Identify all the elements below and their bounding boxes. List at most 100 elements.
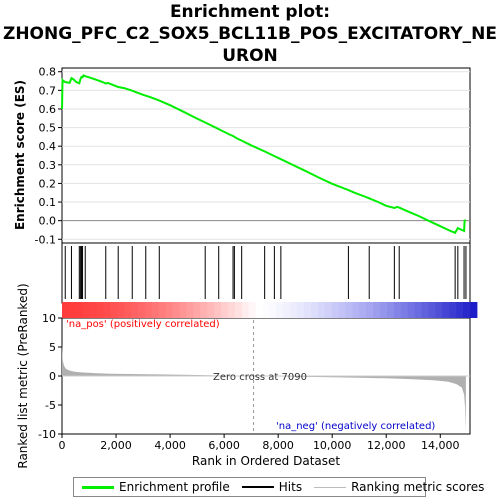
es-y-axis-label: Enrichment score (ES) [13,80,27,230]
rank-bar-segment [393,302,402,318]
rank-bar-segment [158,302,167,318]
es-y-tick-label: 0.7 [39,84,57,97]
es-y-tick-label: 0.4 [39,140,57,153]
rank-bar-segment [407,302,416,318]
legend-item-metric: Ranking metric scores [314,480,484,494]
rank-bar-segment [200,302,208,318]
es-y-tick-label: 0.8 [39,66,57,79]
es-y-tick-label: 0.3 [39,159,57,172]
x-tick-label: 8,000 [262,439,294,452]
rank-bar-segment [172,302,181,318]
legend-enrichment-swatch [82,485,114,489]
rank-bar-segment [221,302,229,318]
rank-bar-segment [352,302,360,318]
legend-item-hits: Hits [241,480,303,494]
rank-bar-segment [207,302,215,318]
metric-y-axis-label: Ranked list metric (PreRanked) [16,283,30,468]
rank-bar-segment [234,302,243,318]
x-tick-label: 14,000 [421,439,460,452]
legend: Enrichment profile Hits Ranking metric s… [73,477,484,497]
metric-y-tick-label: 10 [42,312,56,325]
es-y-tick-label: 0.5 [39,122,57,135]
legend-hits-label: Hits [278,480,303,494]
es-y-tick-label: 0.6 [39,103,57,116]
x-tick-label: 10,000 [313,439,352,452]
metric-y-tick-label: -5 [45,399,56,412]
x-tick-label: 2,000 [100,439,132,452]
rank-bar-segment [248,302,257,318]
rank-color-bar [62,302,478,318]
legend-enrichment-label: Enrichment profile [119,480,230,494]
rank-bar-segment [345,302,353,318]
rank-bar-segment [310,302,319,318]
metric-y-ticks: 10 5 0 -5 -10 [38,312,470,441]
hits-panel-frame [61,242,471,304]
rank-bar-segment [338,302,347,318]
title-line-3: URON [222,46,278,66]
rank-bar-segment [68,302,77,318]
es-y-tick-label: -0.1 [35,233,56,246]
legend-hits-swatch [241,486,274,488]
rank-bar-segment [117,302,125,318]
rank-bar-segment [89,302,98,318]
metric-y-tick-label: 0 [49,370,56,383]
x-ticks: 0 2,000 4,000 6,000 8,000 10,000 12,000 14,000 [59,434,460,452]
rank-bar-segment [304,302,312,318]
title-line-2: ZHONG_PFC_C2_SOX5_BCL11B_POS_EXCITATORY_… [3,24,497,44]
rank-bar-segment [414,302,423,318]
rank-bar-segment [62,302,70,318]
x-tick-label: 6,000 [208,439,240,452]
rank-bar-segment [276,302,284,318]
rank-bar-segment [317,302,326,318]
pos-correlated-label: 'na_pos' (positively correlated) [66,319,220,330]
rank-bar-segment [463,302,471,318]
x-axis-label: Rank in Ordered Dataset [192,454,340,468]
rank-bar-segment [144,302,153,318]
enrichment-plot: -0.1 0.0 0.1 0.2 0.3 0.4 0.5 0.6 0.7 0.8 10 5 0 -5 -1… [13,66,478,469]
rank-bar-segment [421,302,429,318]
rank-bar-segment [75,302,84,318]
enrichment-profile-line [61,74,467,235]
zero-cross-label: Zero cross at 7090 [213,372,307,383]
rank-bar-segment [290,302,298,318]
rank-bar-segment [151,302,160,318]
rank-bar-segment [387,302,395,318]
rank-bar-segment [373,302,381,318]
title-line-1: Enrichment plot: [169,2,331,22]
rank-bar-segment [214,302,222,318]
rank-bar-segment [227,302,236,318]
hit-markers [64,246,467,299]
x-tick-label: 4,000 [154,439,186,452]
rank-bar-segment [400,302,409,318]
rank-bar-segment [331,302,340,318]
rank-bar-segment [359,302,367,318]
rank-bar-segment [110,302,118,318]
es-y-ticks: -0.1 0.0 0.1 0.2 0.3 0.4 0.5 0.6 0.7 0.8 [35,66,62,246]
rank-bar-segment [366,302,374,318]
rank-bar-segment [165,302,174,318]
rank-bar-segment [442,302,450,318]
rank-bar-segment [96,302,104,318]
rank-bar-segment [124,302,132,318]
rank-bar-segment [297,302,305,318]
x-tick-label: 12,000 [367,439,406,452]
rank-bar-segment [131,302,139,318]
rank-bar-segment [435,302,443,318]
rank-bar-segment [269,302,277,318]
es-y-tick-label: 0.1 [39,196,57,209]
es-panel-frame [61,67,471,244]
rank-bar-segment [428,302,436,318]
rank-bar-segment [82,302,91,318]
rank-bar-segment [179,302,187,318]
chart-title: Enrichment plot: ZHONG_PFC_C2_SOX5_BCL11… [0,1,500,67]
rank-bar-segment [456,302,464,318]
metric-y-tick-label: -10 [38,428,56,441]
metric-y-tick-label: 5 [49,341,56,354]
legend-metric-swatch [314,486,347,488]
rank-bar-segment [103,302,111,318]
rank-bar-segment [449,302,457,318]
rank-bar-segment [470,302,478,318]
legend-metric-label: Ranking metric scores [351,480,485,494]
rank-bar-segment [283,302,291,318]
rank-bar-segment [138,302,146,318]
